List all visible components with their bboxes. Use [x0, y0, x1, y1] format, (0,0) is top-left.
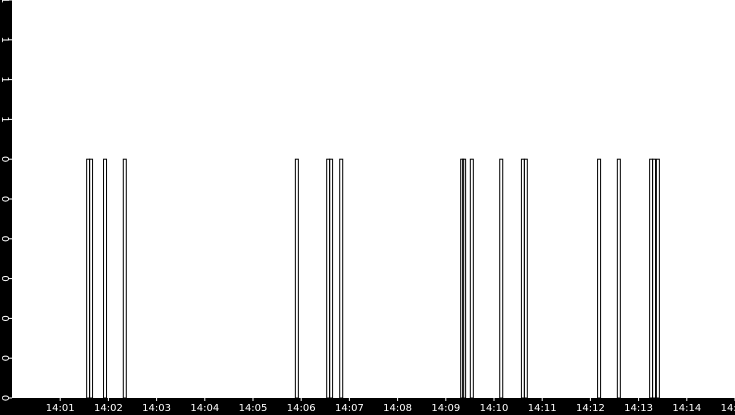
x-tick-label: 14:02: [94, 403, 123, 414]
spike: [294, 158, 299, 399]
y-tick-label: 0: [0, 156, 10, 162]
spike: [616, 158, 621, 399]
x-axis-band: [0, 398, 735, 415]
x-tick-label: 14:12: [576, 403, 605, 414]
y-tick-label: 0: [0, 275, 10, 281]
y-tick-label: 1: [0, 0, 10, 3]
x-tick-label: 14:14: [672, 403, 701, 414]
x-tick-label: 14:03: [142, 403, 171, 414]
x-tick-label: 14:11: [528, 403, 557, 414]
x-tick-label: 14:01: [46, 403, 75, 414]
y-axis-band: [0, 0, 12, 415]
spike: [655, 158, 660, 399]
x-tick-label: 14:10: [480, 403, 509, 414]
x-tick-label: 14:05: [239, 403, 268, 414]
spike: [469, 158, 474, 399]
y-tick-label: 0: [0, 196, 10, 202]
spike: [103, 158, 108, 399]
spike: [652, 158, 657, 399]
spike: [89, 158, 94, 399]
x-tick-label: 14:06: [287, 403, 316, 414]
spike: [499, 158, 504, 399]
x-tick-label: 14:04: [190, 403, 219, 414]
x-tick-label: 14:13: [624, 403, 653, 414]
y-tick-label: 1: [0, 116, 10, 122]
y-tick-label: 1: [0, 37, 10, 43]
spike: [329, 158, 334, 399]
spike: [122, 158, 127, 399]
spike: [597, 158, 602, 399]
spike: [523, 158, 528, 399]
x-tick-label: 14:07: [335, 403, 364, 414]
spike: [462, 158, 467, 399]
x-tick-label: 14:08: [383, 403, 412, 414]
y-tick-label: 0: [0, 315, 10, 321]
y-tick-label: 0: [0, 395, 10, 401]
y-tick-label: 0: [0, 236, 10, 242]
y-tick-label: 1: [0, 76, 10, 82]
y-tick-label: 0: [0, 355, 10, 361]
x-tick-label: 14:09: [431, 403, 460, 414]
spike: [339, 158, 344, 399]
x-tick-label: 14:15: [721, 403, 735, 414]
